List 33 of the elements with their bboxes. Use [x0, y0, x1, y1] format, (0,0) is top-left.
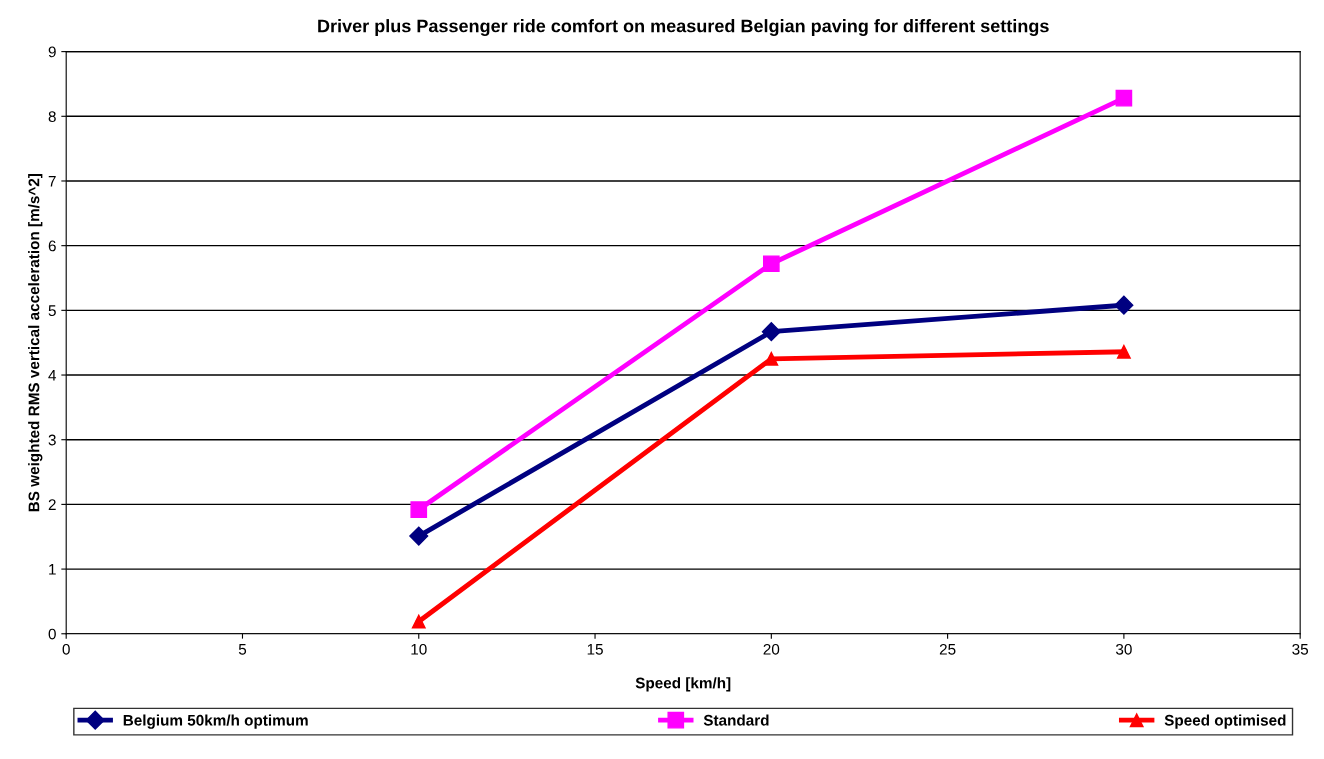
- x-tick-label: 20: [763, 643, 780, 655]
- point: [1114, 295, 1134, 315]
- y-tick-label: 0: [48, 628, 56, 640]
- point: [409, 526, 429, 546]
- point: [762, 255, 780, 273]
- y-tick-label: 9: [48, 46, 56, 58]
- x-axis-title: Speed [km/h]: [635, 677, 731, 692]
- chart-title: Driver plus Passenger ride comfort on measured Belgian paving for different settings: [318, 19, 1049, 36]
- y-tick-label: 1: [49, 564, 56, 575]
- x-tick-label: 35: [1292, 643, 1309, 655]
- y-tick-label: 7: [48, 176, 56, 187]
- point: [761, 322, 781, 342]
- legend-label: Belgium 50km/h optimum: [123, 714, 308, 729]
- y-tick-label: 5: [48, 305, 56, 317]
- legend-label: Standard: [703, 714, 769, 726]
- y-tick-label: 6: [48, 240, 56, 252]
- y-tick-label: 3: [48, 434, 56, 446]
- y-tick-label: 8: [48, 111, 56, 122]
- point: [410, 501, 428, 518]
- point: [411, 614, 426, 629]
- x-tick-label: 10: [411, 643, 427, 655]
- y-axis-title: BS weighted RMS vertical acceleration [m/s^2]: [28, 173, 43, 512]
- point: [1116, 344, 1131, 359]
- x-tick-label: 15: [587, 644, 603, 655]
- x-tick-label: 30: [1115, 643, 1132, 655]
- x-tick-label: 5: [238, 644, 247, 655]
- point: [1115, 89, 1133, 107]
- y-tick-label: 4: [48, 370, 57, 381]
- legend-label: Speed optimised: [1164, 714, 1286, 729]
- x-tick-label: 0: [62, 643, 70, 655]
- y-tick-label: 2: [48, 499, 56, 510]
- x-tick-label: 25: [939, 643, 956, 655]
- point: [764, 351, 779, 366]
